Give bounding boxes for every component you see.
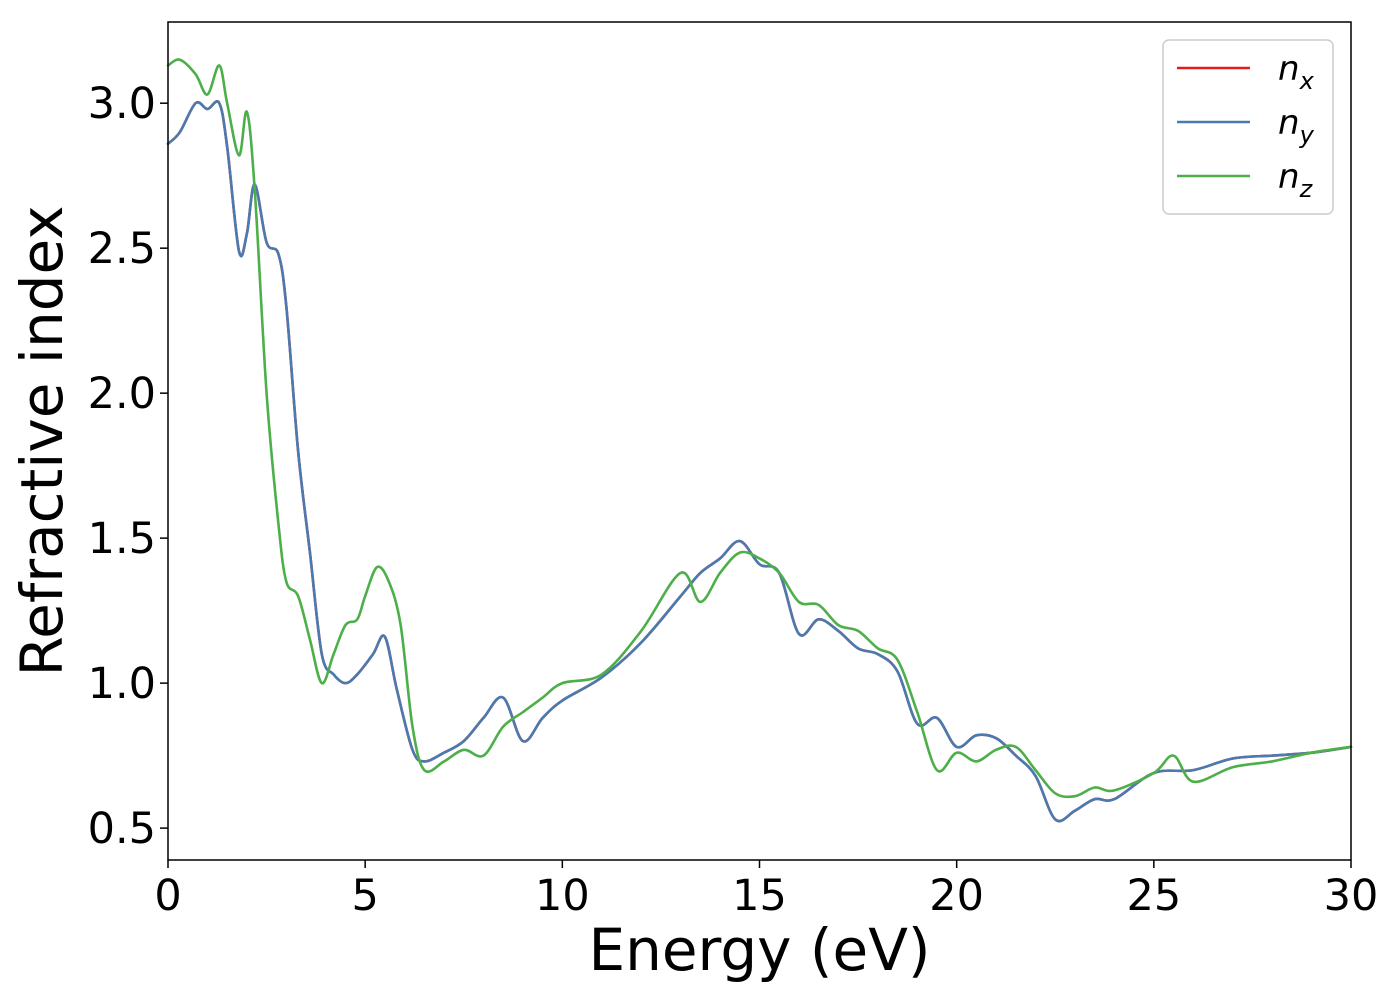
series-layer — [166, 58, 1353, 823]
legend-label-n-y: ny — [1278, 103, 1315, 149]
x-tick-label: 5 — [351, 871, 378, 921]
y-axis-ticks: 0.5 1.0 1.5 2.0 2.5 3.0 — [88, 79, 168, 854]
legend-label-n-z: nz — [1278, 157, 1314, 203]
x-axis-label: Energy (eV) — [588, 916, 930, 984]
y-tick-label: 1.5 — [88, 514, 156, 564]
legend: nx ny nz — [1162, 39, 1334, 215]
x-tick-label: 15 — [732, 871, 787, 921]
legend-box — [1162, 39, 1334, 215]
x-axis-ticks: 0 5 10 15 20 25 30 — [154, 860, 1378, 921]
x-tick-label: 0 — [154, 871, 181, 921]
series-line-n-z — [166, 58, 1353, 799]
y-tick-label: 3.0 — [88, 79, 156, 129]
x-tick-label: 10 — [535, 871, 590, 921]
y-tick-label: 0.5 — [88, 804, 156, 854]
y-tick-label: 2.0 — [88, 369, 156, 419]
y-tick-label: 2.5 — [88, 224, 156, 274]
x-tick-label: 25 — [1126, 871, 1181, 921]
legend-label-n-x: nx — [1278, 49, 1315, 95]
y-axis-label: Refractive index — [8, 205, 76, 676]
series-line-n-y — [166, 100, 1353, 823]
x-tick-label: 30 — [1324, 871, 1379, 921]
x-tick-label: 20 — [929, 871, 984, 921]
y-tick-label: 1.0 — [88, 659, 156, 709]
